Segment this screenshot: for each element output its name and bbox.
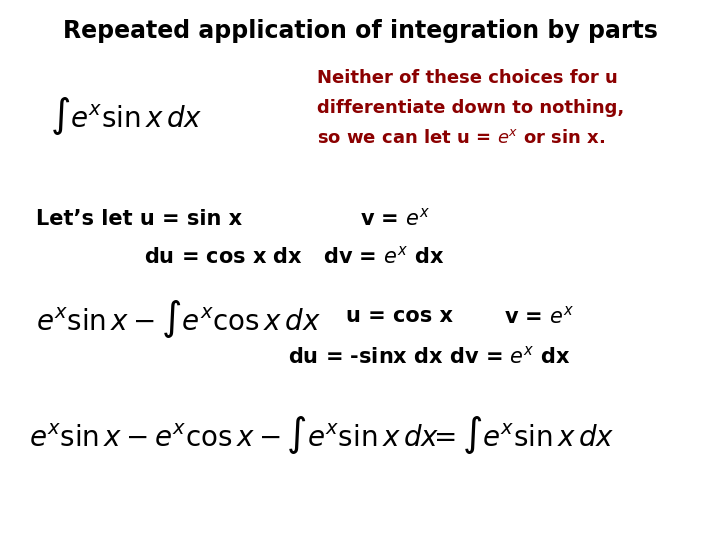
Text: $e^x \sin x - \int e^x \cos x\,dx$: $e^x \sin x - \int e^x \cos x\,dx$ xyxy=(36,298,321,340)
Text: $= \int e^x \sin x\,dx$: $= \int e^x \sin x\,dx$ xyxy=(428,414,615,456)
Text: $\int e^x \sin x\,dx$: $\int e^x \sin x\,dx$ xyxy=(50,95,203,137)
Text: Repeated application of integration by parts: Repeated application of integration by p… xyxy=(63,19,657,43)
Text: Let’s let u = sin x: Let’s let u = sin x xyxy=(36,208,242,229)
Text: $e^x \sin x - e^x \cos x - \int e^x \sin x\,dx$: $e^x \sin x - e^x \cos x - \int e^x \sin… xyxy=(29,414,439,456)
Text: v = $e^x$: v = $e^x$ xyxy=(360,208,431,230)
Text: so we can let u = $e^x$ or sin x.: so we can let u = $e^x$ or sin x. xyxy=(317,129,605,147)
Text: du = -sinx dx dv = $e^x$ dx: du = -sinx dx dv = $e^x$ dx xyxy=(288,346,570,367)
Text: Neither of these choices for u: Neither of these choices for u xyxy=(317,69,618,87)
Text: differentiate down to nothing,: differentiate down to nothing, xyxy=(317,99,624,117)
Text: u = cos x: u = cos x xyxy=(346,306,453,326)
Text: du = cos x dx   dv = $e^x$ dx: du = cos x dx dv = $e^x$ dx xyxy=(144,246,444,267)
Text: v = $e^x$: v = $e^x$ xyxy=(504,305,575,327)
